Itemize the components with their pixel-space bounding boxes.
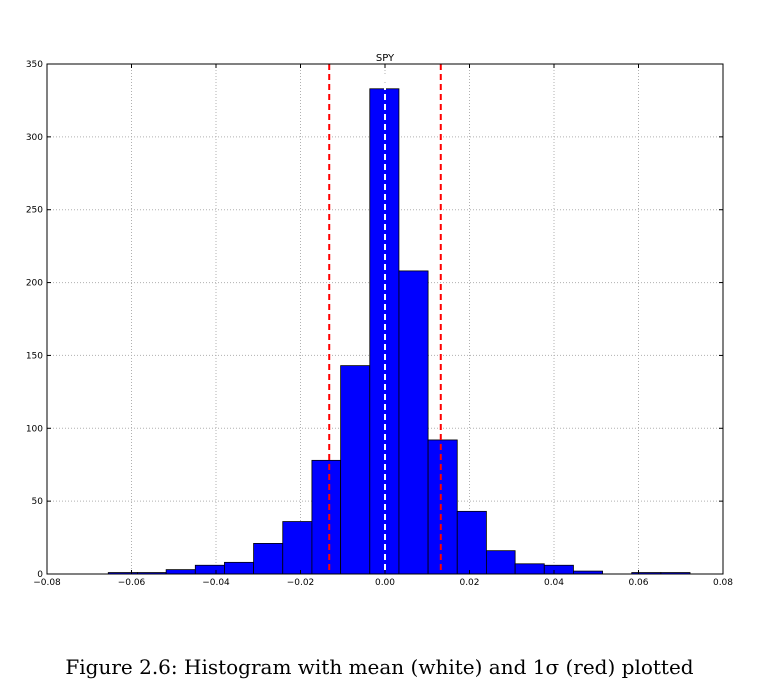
x-tick-label: −0.02: [287, 578, 315, 588]
histogram-chart: SPY −0.08 −0.06 −0.04 −0.02 0.00 0.02 0.04 0.06…: [26, 53, 733, 588]
x-tick-label: 0.02: [459, 578, 479, 588]
histogram-bar: [282, 521, 313, 575]
histogram-bar: [194, 564, 225, 575]
y-tick-label: 150: [26, 351, 43, 361]
histogram-bar: [253, 543, 284, 575]
x-tick-label: 0.04: [544, 578, 564, 588]
y-tick-label: 200: [26, 279, 43, 289]
histogram-bar: [311, 459, 342, 575]
chart-title: SPY: [376, 53, 395, 64]
x-tick-label: −0.06: [118, 578, 146, 588]
histogram-bar: [369, 88, 400, 575]
histogram-bar: [514, 563, 545, 575]
x-tick-label: −0.08: [33, 578, 61, 588]
axis-ticks: −0.08 −0.06 −0.04 −0.02 0.00 0.02 0.04 0.06 0.08…: [26, 60, 733, 588]
histogram-bar: [165, 569, 196, 575]
y-tick-label: 250: [26, 206, 43, 216]
y-tick-label: 300: [26, 133, 43, 143]
x-tick-label: 0.06: [628, 578, 648, 588]
x-tick-label: 0.00: [375, 578, 395, 588]
histogram-bar: [456, 510, 487, 575]
histogram-bar: [224, 561, 255, 575]
histogram-bar: [485, 550, 516, 575]
histogram-bar: [340, 365, 371, 575]
x-tick-label: −0.04: [202, 578, 230, 588]
reference-lines: [328, 64, 442, 574]
y-tick-label: 350: [26, 60, 43, 70]
y-tick-label: 0: [37, 570, 43, 580]
x-tick-label: 0.08: [713, 578, 733, 588]
histogram-bar: [398, 270, 429, 575]
histogram-bar: [543, 564, 574, 575]
y-tick-label: 100: [26, 424, 43, 434]
y-tick-label: 50: [32, 497, 44, 507]
figure-caption: Figure 2.6: Histogram with mean (white) …: [65, 655, 694, 679]
histogram-bar: [427, 439, 458, 575]
